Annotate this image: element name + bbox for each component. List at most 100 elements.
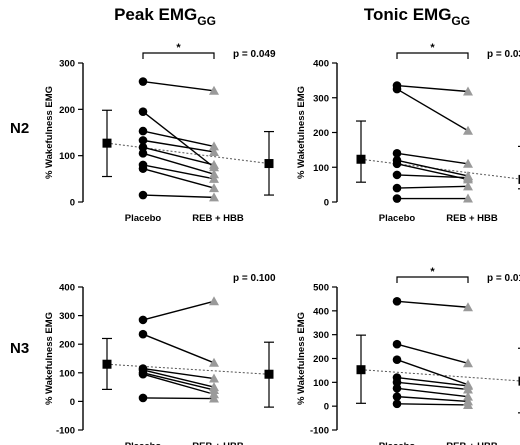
y-tick-label: 200 [59, 105, 75, 116]
placebo-point [392, 378, 402, 387]
y-tick-label: 200 [313, 128, 329, 139]
pair-line [396, 403, 469, 406]
pair-line [396, 359, 469, 386]
category-label: Placebo [379, 213, 416, 224]
treatment-point [463, 125, 473, 135]
placebo-point [392, 149, 402, 158]
mean-trend-line [106, 363, 270, 375]
pair-line [396, 185, 469, 189]
category-label: REB + HBB [192, 441, 244, 445]
y-tick-label: 200 [59, 340, 75, 351]
treatment-mean-marker [264, 159, 274, 169]
pair-line [396, 381, 469, 391]
pair-line [142, 80, 215, 92]
pair-line [142, 369, 215, 388]
placebo-point [138, 315, 148, 325]
placebo-mean-marker [102, 359, 112, 369]
y-tick-label: 400 [313, 306, 329, 317]
category-label: REB + HBB [446, 213, 498, 224]
treatment-point [209, 141, 219, 151]
pair-line [142, 167, 215, 189]
y-tick-label: 300 [59, 311, 75, 322]
p-value-label: p = 0.033 [487, 49, 520, 60]
placebo-mean-marker [356, 154, 366, 164]
treatment-point [209, 183, 219, 193]
placebo-point [392, 159, 402, 169]
placebo-point [392, 392, 402, 401]
significance-star: * [176, 42, 181, 54]
placebo-point [392, 170, 402, 180]
pair-line [396, 300, 469, 308]
pair-line [142, 373, 215, 395]
category-label: Placebo [125, 213, 162, 224]
placebo-point [138, 143, 148, 152]
placebo-point [392, 383, 402, 393]
pair-line [142, 300, 215, 321]
treatment-point [463, 158, 473, 168]
pair-line [396, 159, 469, 177]
row-label-n3: N3 [10, 340, 29, 357]
category-label: REB + HBB [446, 441, 498, 445]
pair-line [396, 395, 469, 403]
treatment-point [463, 358, 473, 368]
treatment-point [463, 172, 473, 182]
treatment-mean-marker [518, 174, 520, 184]
category-label: Placebo [379, 441, 416, 445]
placebo-point [138, 190, 148, 200]
placebo-point [138, 329, 148, 339]
panel-3: -100 0 100 200 300 400 500 % Wakefulness EMG Pla… [296, 266, 520, 445]
treatment-point [209, 373, 219, 383]
significance-star: * [430, 266, 435, 278]
y-tick-label: 0 [324, 198, 329, 209]
panel-0: 0 100 200 300 % Wakefulness EMG Placebo REB + … [44, 42, 276, 224]
y-tick-label: 300 [59, 59, 75, 70]
significance-bracket [396, 276, 469, 283]
placebo-point [392, 399, 402, 409]
y-tick-label: 400 [59, 283, 75, 294]
p-value-label: p = 0.019 [487, 273, 520, 284]
y-tick-label: -100 [56, 426, 75, 437]
pair-line [142, 164, 215, 180]
treatment-point [209, 159, 219, 169]
treatment-mean-marker [518, 376, 520, 386]
y-tick-label: 300 [313, 330, 329, 341]
panel-2: -100 0 100 200 300 400 % Wakefulness EMG Placeb… [44, 273, 276, 445]
y-axis-label: % Wakefulness EMG [296, 312, 307, 405]
pair-line [396, 387, 469, 398]
treatment-point [209, 192, 219, 202]
row-label-n2: N2 [10, 120, 29, 137]
pair-line [142, 146, 215, 166]
y-tick-label: 0 [324, 402, 329, 413]
pair-line [396, 343, 469, 364]
treatment-point [463, 193, 473, 203]
treatment-point [463, 399, 473, 409]
pair-line [142, 130, 215, 148]
pair-line [396, 174, 469, 179]
treatment-point [463, 384, 473, 394]
y-tick-label: 100 [59, 368, 75, 379]
pair-line [142, 152, 215, 175]
y-tick-label: -100 [310, 426, 329, 437]
y-tick-label: 300 [313, 93, 329, 104]
placebo-point [138, 136, 148, 145]
p-value-label: p = 0.049 [233, 49, 276, 60]
pair-line [396, 84, 469, 93]
placebo-point [392, 183, 402, 193]
mean-trend-line [106, 142, 270, 165]
treatment-point [463, 302, 473, 312]
placebo-point [392, 84, 402, 94]
y-tick-label: 200 [313, 354, 329, 365]
treatment-point [463, 391, 473, 401]
pair-line [142, 372, 215, 391]
placebo-point [392, 339, 402, 349]
y-tick-label: 100 [313, 378, 329, 389]
significance-star: * [430, 42, 435, 54]
pair-line [142, 194, 215, 199]
placebo-point [392, 355, 402, 364]
pair-line [142, 333, 215, 364]
placebo-mean-marker [356, 365, 366, 375]
pair-line [396, 88, 469, 132]
placebo-point [138, 126, 148, 136]
y-tick-label: 500 [313, 283, 329, 294]
treatment-mean-marker [264, 369, 274, 379]
